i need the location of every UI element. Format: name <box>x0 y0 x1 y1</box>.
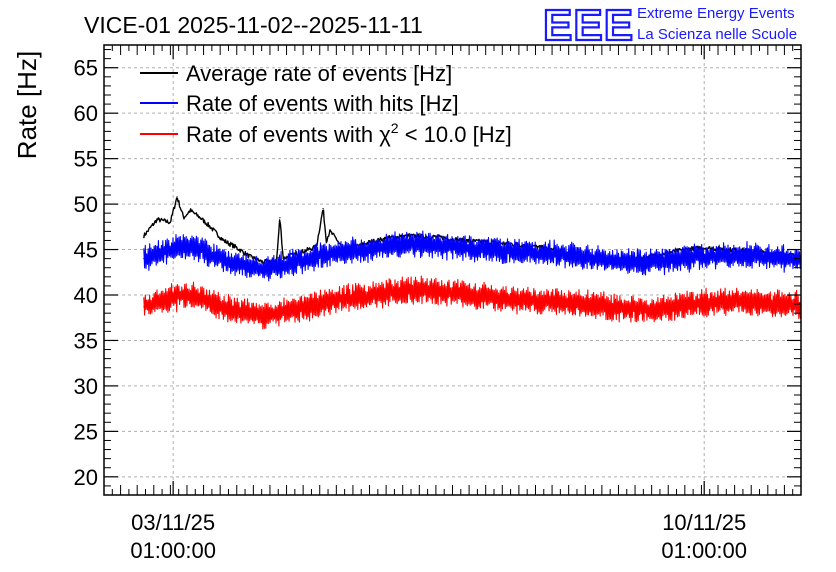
x-tick-label-date: 10/11/25 <box>662 510 746 535</box>
plot-frame <box>103 44 802 496</box>
x-tick-label-time: 01:00:00 <box>130 538 216 563</box>
data-point <box>176 196 178 198</box>
legend: Average rate of events [Hz] Rate of even… <box>140 61 512 147</box>
logo-line-1: Extreme Energy Events <box>637 5 795 22</box>
logo-eee-text: EEE <box>543 1 634 50</box>
x-tick-label-date: 03/11/25 <box>131 510 215 535</box>
logo-line-2: La Scienza nelle Scuole <box>637 26 797 43</box>
data-series <box>143 196 802 330</box>
series-hits <box>143 230 802 282</box>
data-point <box>279 217 281 219</box>
y-tick-label: 25 <box>74 419 98 444</box>
y-tick-label: 30 <box>74 374 98 399</box>
y-tick-label: 45 <box>74 238 98 263</box>
eee-logo: EEE Extreme Energy Events La Scienza nel… <box>542 0 797 51</box>
legend-label-hits: Rate of events with hits [Hz] <box>186 91 459 116</box>
y-axis-title: Rate [Hz] <box>12 51 42 159</box>
y-tick-label: 20 <box>74 465 98 490</box>
y-tick-label: 35 <box>74 328 98 353</box>
series-line <box>143 230 802 282</box>
legend-label-average: Average rate of events [Hz] <box>186 61 452 86</box>
legend-item-average: Average rate of events [Hz] <box>140 61 452 86</box>
legend-item-hits: Rate of events with hits [Hz] <box>140 91 459 116</box>
series-line <box>143 275 802 330</box>
x-tick-label-time: 01:00:00 <box>661 538 747 563</box>
legend-item-chi2: Rate of events with χ2 < 10.0 [Hz] <box>140 120 512 147</box>
legend-label-chi2: Rate of events with χ2 < 10.0 [Hz] <box>186 120 512 147</box>
y-tick-label: 55 <box>74 147 98 172</box>
y-tick-label: 40 <box>74 283 98 308</box>
y-tick-label: 65 <box>74 56 98 81</box>
data-point <box>249 256 251 258</box>
y-tick-label: 60 <box>74 101 98 126</box>
chart-title: VICE-01 2025-11-02--2025-11-11 <box>84 12 423 38</box>
y-tick-label: 50 <box>74 192 98 217</box>
series-chi2 <box>143 275 802 330</box>
axes: 20 25 30 35 40 45 50 55 60 65 03/11/25 01:00:00 10/1… <box>74 45 801 563</box>
data-point <box>322 208 324 210</box>
